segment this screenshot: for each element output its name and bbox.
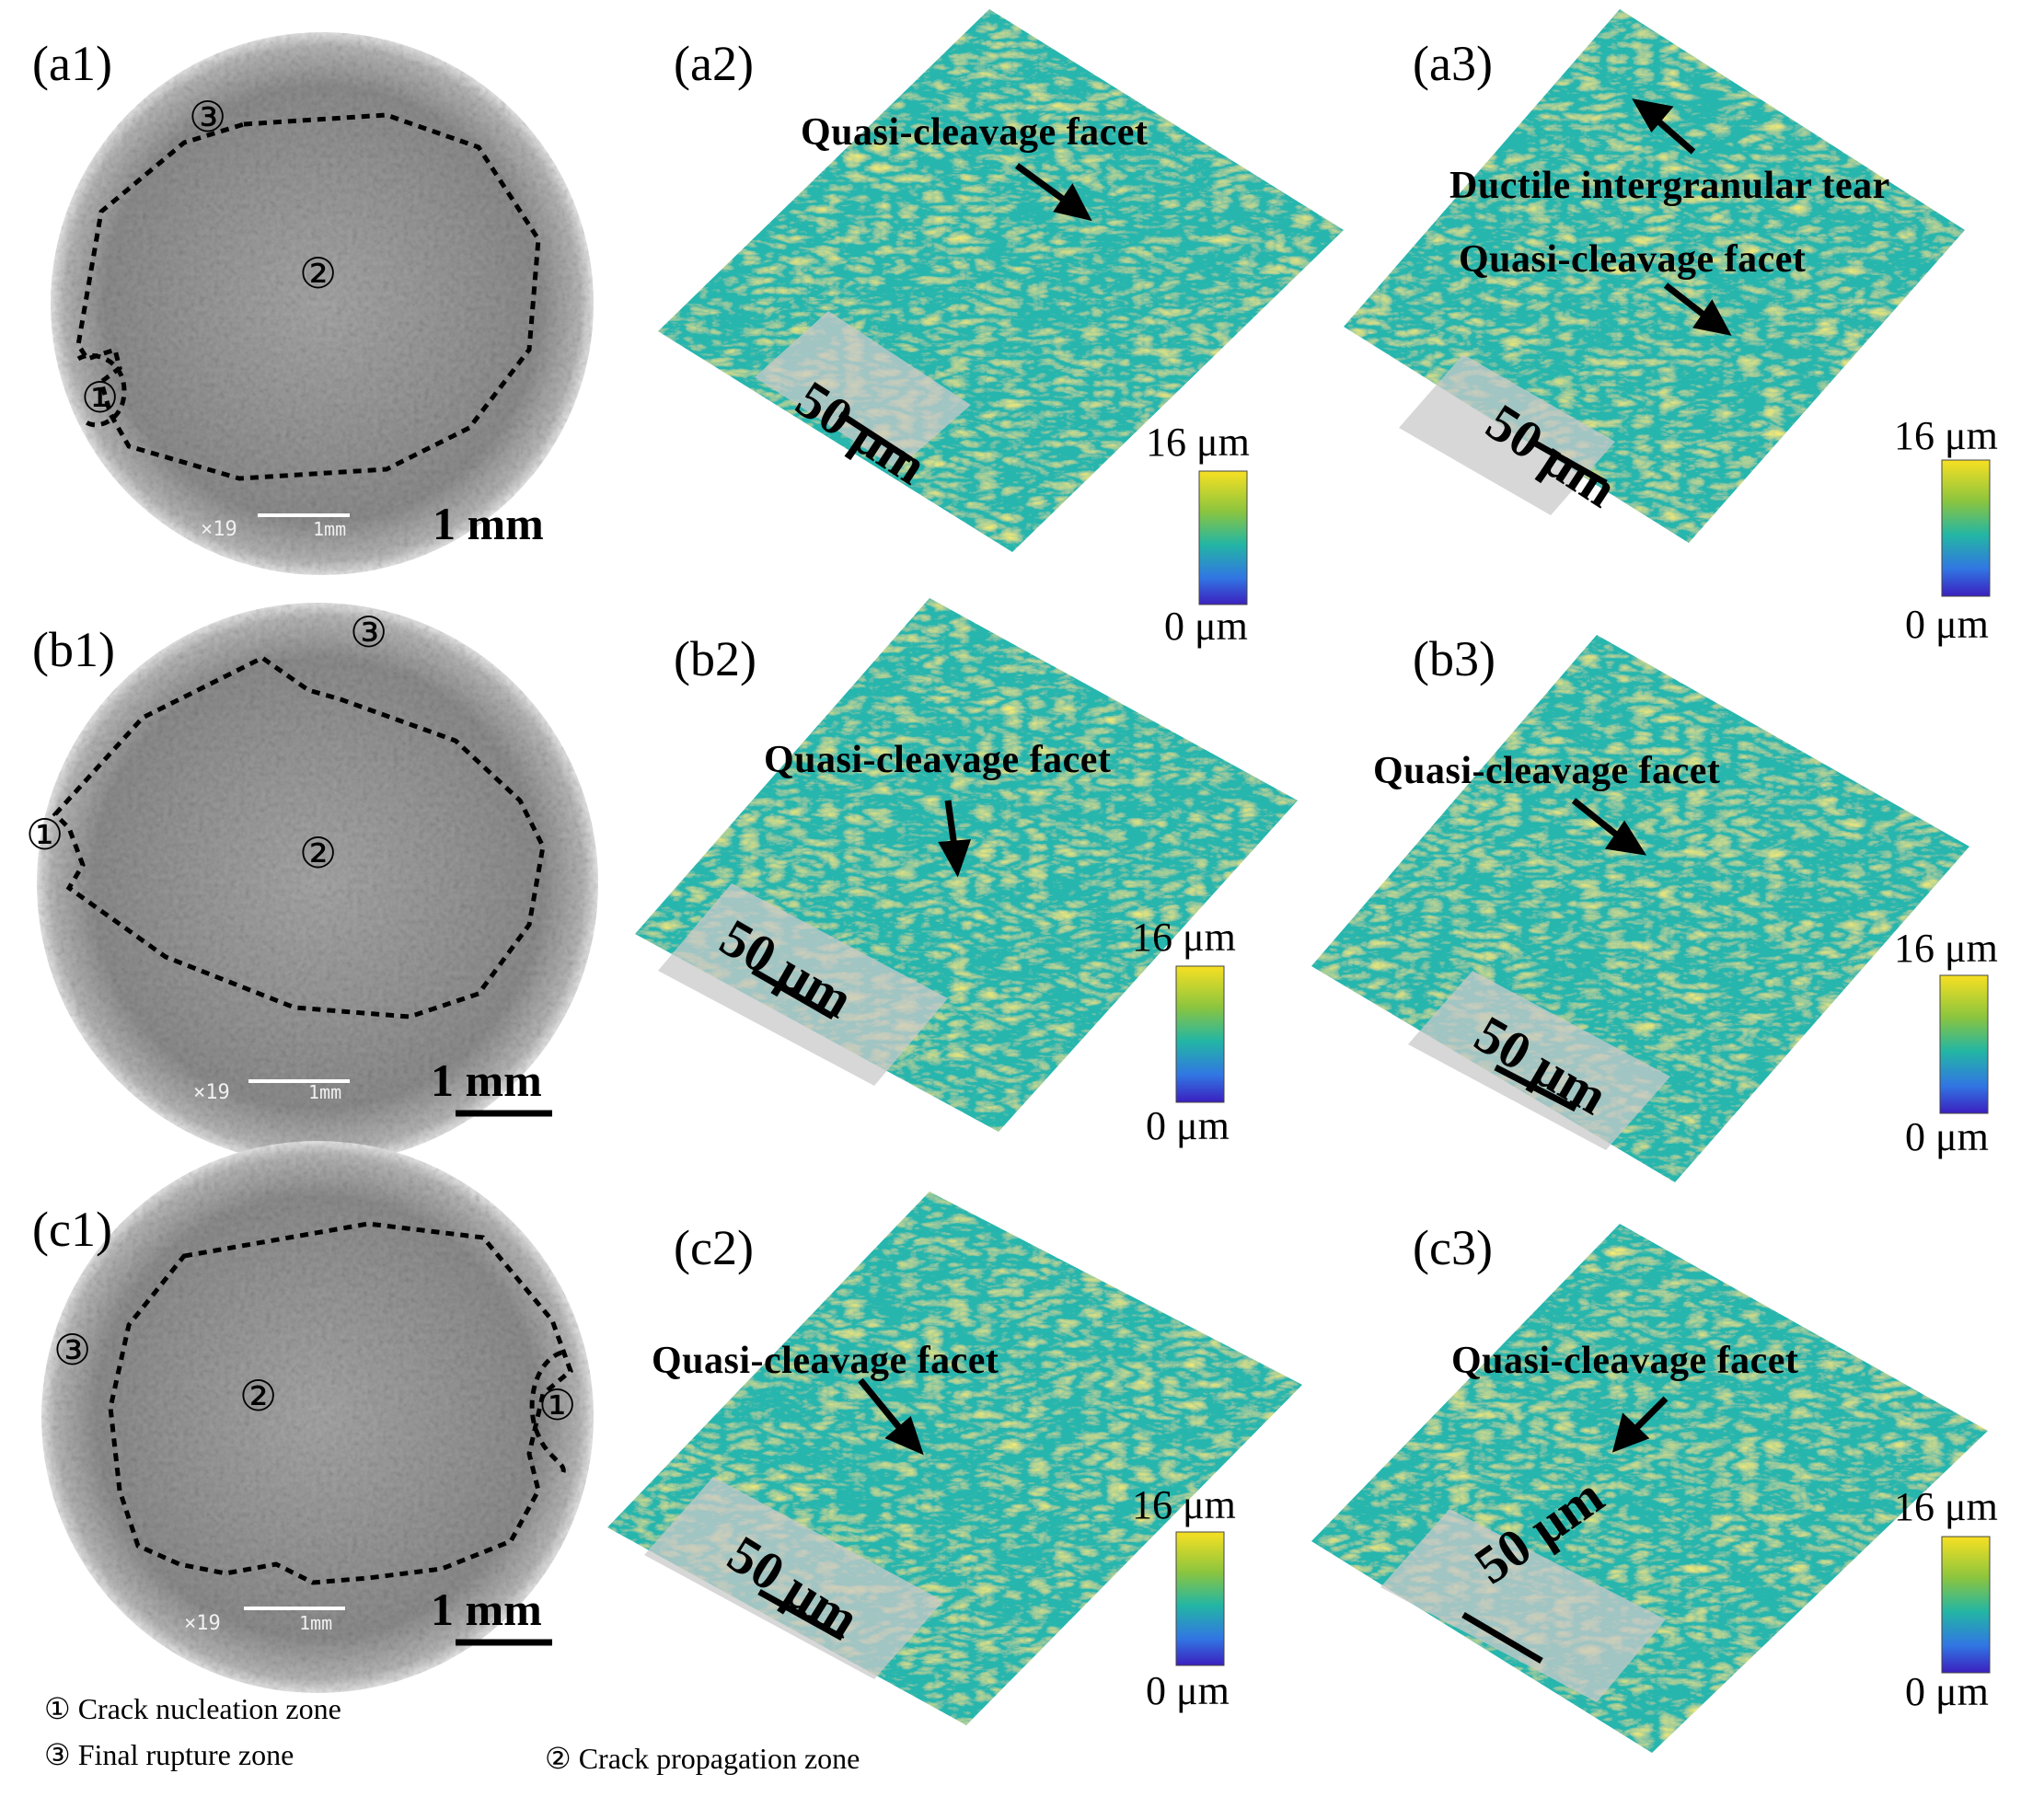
colorbar-c3: [1941, 1536, 1991, 1674]
zone1-boundary-c1: [529, 1350, 566, 1473]
zone-boundary-b1: [52, 655, 546, 1019]
annotation-b2: Quasi-cleavage facet: [764, 739, 1112, 781]
height-map-c3: [1311, 1224, 1988, 1753]
sem-image-c1: [41, 1141, 594, 1693]
scalebar-box-b2: [658, 883, 948, 1086]
sem-tag-b1: ×19: [193, 1081, 230, 1104]
colorbar-max-a3: 16 μm: [1894, 413, 1998, 458]
arrow-c2: [858, 1377, 905, 1434]
panel-label-a2: (a2): [674, 36, 754, 91]
sem-tag-c1: ×19: [184, 1612, 221, 1635]
mm-label-b1: 1 mm: [431, 1054, 542, 1106]
annotation-c2: Quasi-cleavage facet: [652, 1340, 999, 1382]
sem-unit-b1: 1mm: [308, 1081, 342, 1103]
colorbar-b3: [1939, 974, 1989, 1114]
sem-unit-c1: 1mm: [299, 1612, 333, 1634]
mm-label-c1: 1 mm: [431, 1584, 542, 1635]
zone1-marker-c1: ①: [538, 1380, 577, 1430]
height-map-a2: [658, 9, 1344, 552]
panel-label-c1: (c1): [32, 1202, 112, 1257]
sem-tag-a1: ×19: [201, 518, 237, 541]
arrow-b3: [1571, 798, 1622, 840]
sem-image-b1: [37, 603, 598, 1164]
panel-label-c3: (c3): [1413, 1220, 1493, 1275]
annotation-a3-quasi: Quasi-cleavage facet: [1459, 238, 1807, 281]
annotation-b3: Quasi-cleavage facet: [1373, 750, 1721, 792]
annotation-a3-ductile: Ductile intergranular tear: [1449, 165, 1890, 207]
sem-image-a1: [51, 32, 594, 575]
arrow-a2: [1014, 163, 1070, 205]
scalebar-box-a3: [1399, 354, 1615, 515]
zone3-marker-c1: ③: [53, 1325, 92, 1375]
zone1-marker-a1: ①: [81, 373, 120, 422]
colorbar-min-b3: 0 μm: [1905, 1114, 1989, 1159]
colorbar-c2: [1175, 1531, 1225, 1666]
zone-boundary-c1: [108, 1221, 573, 1585]
arrow-c3: [1631, 1396, 1669, 1434]
annotation-c3: Quasi-cleavage facet: [1451, 1340, 1799, 1382]
height-map-c2: [607, 1192, 1302, 1725]
panel-label-b2: (b2): [674, 631, 756, 686]
zone1-boundary-a1: [76, 352, 127, 428]
colorbar-min-b2: 0 μm: [1146, 1103, 1230, 1148]
scalebar-line-a2: [838, 411, 913, 463]
zone2-marker-b1: ②: [299, 828, 338, 878]
scalebar-line-b2: [751, 967, 835, 1020]
colorbar-max-c2: 16 μm: [1132, 1482, 1236, 1527]
panel-label-b3: (b3): [1413, 631, 1495, 686]
zone3-marker-a1: ③: [189, 92, 227, 142]
colorbar-min-c2: 0 μm: [1146, 1668, 1230, 1713]
zone1-marker-b1: ①: [26, 810, 64, 859]
colorbar-max-b2: 16 μm: [1132, 915, 1236, 960]
scalebar-line-c2: [757, 1588, 844, 1641]
height-map-a3: [1344, 9, 1965, 543]
colorbar-a: [1198, 470, 1248, 605]
scalebar-line-a3: [1530, 438, 1608, 487]
scalebar-line-b3: [1494, 1064, 1577, 1112]
arrow-b2: [944, 800, 958, 847]
colorbar-max-c3: 16 μm: [1894, 1484, 1998, 1529]
zone-boundary-a1: [75, 112, 541, 481]
zone2-marker-c1: ②: [239, 1371, 278, 1421]
mm-label-a1: 1 mm: [433, 498, 544, 549]
colorbar-a3: [1941, 459, 1991, 597]
colorbar-max-b3: 16 μm: [1894, 926, 1998, 971]
scalebar-box-c2: [644, 1477, 943, 1679]
height-map-b3: [1311, 635, 1969, 1182]
panel-label-a1: (a1): [32, 36, 112, 91]
colorbar-min-a3: 0 μm: [1905, 602, 1989, 647]
scalebar-box-a2: [755, 311, 971, 469]
legend-zone1: ① Crack nucleation zone: [44, 1692, 341, 1725]
colorbar-max-a2: 16 μm: [1146, 420, 1250, 465]
arrow-a3-quasi: [1663, 282, 1710, 320]
scalebar-box-c3: [1380, 1509, 1666, 1702]
sem-unit-a1: 1mm: [313, 518, 347, 540]
colorbar-min-a2: 0 μm: [1164, 604, 1248, 649]
scalebar-line-c3: [1461, 1611, 1543, 1665]
legend-zone2: ② Crack propagation zone: [545, 1742, 860, 1775]
zone3-marker-b1: ③: [350, 607, 388, 657]
zone2-marker-a1: ②: [299, 248, 338, 298]
annotation-a2: Quasi-cleavage facet: [801, 111, 1149, 154]
colorbar-b2: [1175, 965, 1225, 1103]
legend-zone3: ③ Final rupture zone: [44, 1738, 294, 1771]
panel-label-c2: (c2): [674, 1220, 754, 1275]
colorbar-min-c3: 0 μm: [1905, 1669, 1989, 1714]
panel-label-a3: (a3): [1413, 36, 1493, 91]
scalebar-box-b3: [1408, 971, 1670, 1150]
arrow-a3-ductile: [1654, 117, 1696, 155]
panel-label-b1: (b1): [32, 622, 115, 677]
